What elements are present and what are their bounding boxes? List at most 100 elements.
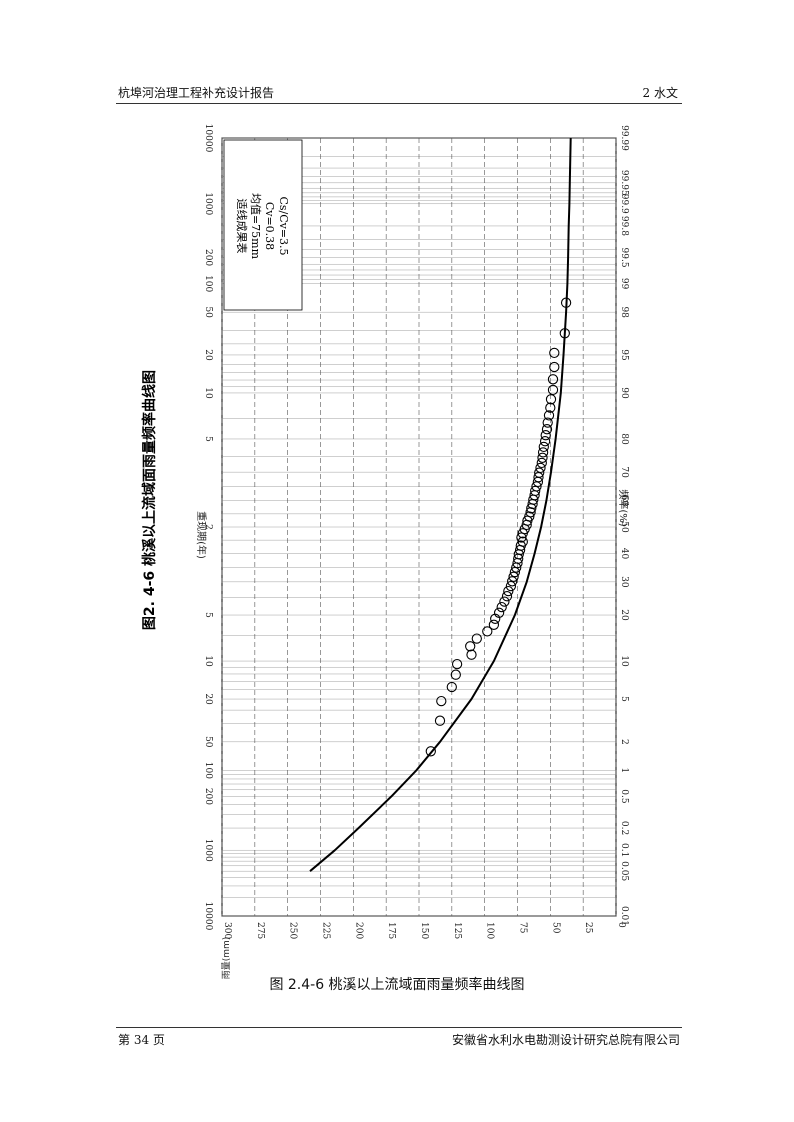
data-point (547, 384, 559, 396)
data-point (534, 467, 545, 478)
data-point (503, 585, 514, 597)
freq-tick-label: 50 (619, 521, 629, 533)
y-tick-label: 75 (518, 922, 528, 934)
data-point (466, 649, 477, 660)
data-point (538, 441, 549, 453)
y-tick-label: 150 (419, 922, 429, 939)
data-point (543, 410, 555, 421)
data-point (490, 613, 501, 624)
y-tick-label: 275 (255, 922, 265, 939)
data-point (471, 633, 482, 644)
return-period-tick-label: 20 (203, 349, 213, 361)
footer-rule (116, 1027, 682, 1028)
return-period-tick-label: 5 (203, 436, 213, 442)
freq-tick-label: 0.1 (619, 843, 629, 857)
data-point (507, 576, 518, 587)
freq-tick-label: 99.95 (619, 170, 629, 196)
y-tick-label: 175 (386, 922, 396, 939)
data-point (465, 641, 476, 652)
return-period-tick-label: 50 (203, 736, 213, 748)
data-point (525, 507, 536, 518)
data-point (499, 596, 510, 607)
data-point (536, 457, 547, 469)
data-point (501, 591, 513, 602)
data-point (425, 746, 436, 757)
data-point (540, 430, 551, 441)
data-point (535, 462, 546, 474)
return-period-tick-label: 2 (203, 524, 213, 530)
data-point (451, 658, 463, 670)
return-period-tick-label: 200 (203, 788, 213, 805)
return-period-tick-label: 1000 (203, 839, 213, 862)
return-period-tick-label: 10 (203, 655, 213, 667)
y-tick-label: 0 (616, 922, 626, 928)
return-period-tick-label: 10 (203, 387, 213, 399)
data-point (505, 580, 517, 592)
data-point (549, 347, 560, 359)
freq-tick-label: 80 (619, 433, 629, 445)
legend-box (223, 139, 303, 311)
header-chapter: 2 水文 (642, 86, 678, 100)
freq-tick-label: 99.99 (619, 125, 629, 151)
freq-tick-label: 0.2 (619, 821, 629, 835)
data-point (542, 417, 553, 428)
return-period-tick-label: 1000 (203, 192, 213, 215)
data-point (434, 715, 446, 726)
freq-tick-label: 0.05 (619, 861, 629, 881)
freq-tick-label: 98 (619, 306, 629, 318)
x-axis-label: 频率(%) (617, 489, 630, 526)
legend-line: 均值=75mm (249, 193, 262, 260)
data-point (436, 695, 447, 707)
freq-tick-label: 90 (619, 387, 629, 399)
freq-tick-label: 99 (619, 278, 629, 290)
return-period-axis-label: 重现期(年) (195, 511, 208, 559)
freq-tick-label: 60 (619, 495, 629, 507)
freq-tick-label: 70 (619, 466, 629, 478)
header-title: 杭埠河治理工程补充设计报告 (118, 86, 275, 100)
freq-tick-label: 0.5 (619, 789, 629, 804)
y-tick-label: 100 (485, 922, 495, 939)
data-point (545, 394, 557, 405)
return-period-tick-label: 10000 (203, 124, 213, 153)
return-period-tick-label: 100 (203, 762, 213, 779)
freq-tick-label: 20 (619, 609, 629, 621)
data-point (508, 571, 519, 582)
legend-line: Cs/Cv=3.5 (277, 196, 290, 255)
legend-line: 适线成果表 (235, 199, 249, 254)
freq-tick-label: 30 (619, 576, 629, 588)
data-point (524, 511, 535, 522)
y-tick-label: 200 (353, 922, 363, 939)
header-rule (116, 103, 682, 104)
return-period-tick-label: 20 (203, 693, 213, 705)
freq-tick-label: 99.9 (619, 194, 629, 214)
freq-tick-label: 95 (619, 349, 629, 361)
data-point (530, 485, 541, 497)
freq-tick-label: 99.8 (619, 216, 629, 236)
y-tick-label: 300 (222, 922, 232, 939)
y-tick-label: 225 (321, 922, 331, 939)
freq-tick-label: 10 (619, 655, 629, 667)
fitted-curve (309, 137, 572, 872)
return-period-tick-label: 5 (203, 612, 213, 618)
data-point (541, 424, 553, 435)
freq-tick-label: 99.5 (619, 248, 629, 268)
data-point (549, 361, 560, 373)
freq-tick-label: 2 (619, 739, 629, 745)
page-header: 杭埠河治理工程补充设计报告 2 水文 (118, 84, 678, 102)
return-period-tick-label: 10000 (203, 902, 213, 931)
freq-tick-label: 1 (619, 767, 629, 773)
return-period-tick-label: 200 (203, 249, 213, 266)
return-period-tick-label: 50 (203, 306, 213, 318)
data-point (537, 447, 549, 458)
data-point (539, 436, 551, 447)
data-point (559, 328, 570, 339)
data-point (517, 536, 528, 547)
y-tick-label: 50 (550, 922, 560, 934)
data-point (560, 297, 572, 308)
y-tick-label: 25 (583, 922, 593, 934)
data-point (450, 669, 461, 680)
figure-caption: 图 2.4-6 桃溪以上流域面雨量频率曲线图 (269, 977, 525, 993)
data-point (496, 601, 507, 613)
freq-tick-label: 5 (619, 696, 629, 702)
data-point (493, 607, 505, 618)
